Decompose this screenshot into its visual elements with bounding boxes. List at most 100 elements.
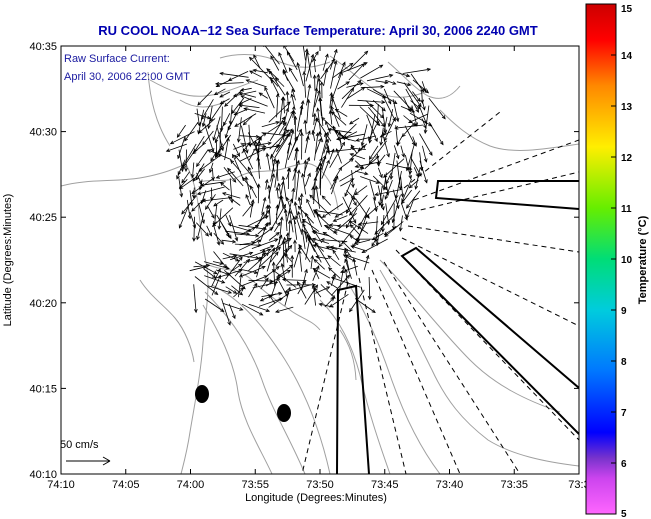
current-vector (384, 179, 393, 200)
current-vector (360, 176, 380, 184)
current-vector (418, 105, 427, 124)
current-vector-head (320, 237, 325, 242)
current-vector-head (378, 201, 382, 207)
current-vector-head (265, 308, 271, 313)
current-vector-head (419, 166, 424, 172)
current-vector-head (332, 125, 337, 130)
current-vector (381, 194, 384, 207)
current-vector (297, 62, 304, 87)
current-vector (205, 194, 216, 210)
current-vector (313, 113, 316, 125)
current-vector (357, 99, 385, 103)
current-vector (266, 247, 275, 272)
current-vector-head (269, 226, 274, 231)
current-vector (204, 275, 225, 284)
current-vector-head (354, 237, 360, 242)
current-vector (369, 114, 376, 143)
current-vector (239, 104, 260, 108)
current-vector (365, 205, 379, 218)
current-vector-head (345, 224, 350, 229)
colorbar-ticks: 15 14 13 12 11 10 9 8 7 6 5 (611, 3, 633, 519)
x-axis-ticks: 74:10 74:05 74:00 73:55 73:50 73:45 73:40 73:35… (47, 46, 590, 491)
current-vector (166, 143, 187, 152)
current-vector-head (290, 129, 295, 134)
current-vector-head (246, 258, 251, 263)
current-vector-head (306, 98, 311, 104)
current-vector (211, 275, 221, 296)
current-vector (352, 221, 368, 248)
current-vector (272, 269, 297, 288)
current-vector (279, 97, 284, 126)
current-vector (313, 57, 316, 73)
current-vector-head (219, 100, 224, 105)
current-vector (211, 187, 213, 201)
current-vector-head (275, 92, 280, 98)
current-vector-head (213, 91, 219, 96)
current-vector-head (349, 234, 354, 239)
current-vector (182, 149, 196, 169)
current-vector (234, 155, 253, 177)
current-vector (376, 104, 379, 124)
current-vector-head (328, 223, 334, 227)
current-vector-head (197, 122, 201, 127)
current-vector (285, 209, 288, 232)
current-vector (397, 135, 403, 145)
current-vector-head (341, 136, 346, 141)
current-vector-head (276, 273, 280, 279)
current-vector-head (219, 182, 225, 187)
current-vector-head (248, 56, 254, 61)
current-vector (313, 244, 334, 251)
current-vector-head (349, 308, 353, 313)
current-vector (241, 125, 248, 153)
current-vector (383, 88, 392, 104)
current-vector-head (380, 84, 385, 89)
current-vector (329, 293, 349, 308)
current-vector-head (357, 225, 362, 230)
current-vector (409, 179, 419, 189)
current-vector (338, 266, 345, 294)
current-vector-head (387, 100, 392, 105)
current-vector-head (224, 102, 229, 107)
current-vector (242, 148, 254, 170)
current-vector (219, 91, 231, 98)
y-tick-label: 40:25 (29, 212, 57, 224)
current-vector-head (261, 211, 265, 216)
current-vector-head (367, 295, 372, 301)
current-vector-head (232, 314, 236, 320)
current-vector (286, 232, 289, 244)
current-vector-head (238, 263, 243, 268)
current-vector-head (331, 294, 336, 299)
current-vector-head (361, 86, 366, 91)
current-vector-head (302, 223, 306, 228)
current-vector (203, 261, 230, 269)
current-vector-head (288, 244, 293, 250)
current-vector-head (275, 266, 280, 270)
current-vector (256, 249, 265, 278)
current-vector-head (297, 249, 302, 255)
current-vector-head (332, 218, 337, 222)
current-vector-head (192, 194, 196, 199)
current-vector (292, 160, 300, 181)
current-vector-head (322, 231, 327, 236)
current-vector-head (408, 119, 413, 123)
current-vector-head (262, 132, 267, 137)
current-vector-head (169, 140, 175, 145)
current-vector-head (293, 239, 297, 244)
current-vector-head (232, 153, 236, 159)
current-vector-head (400, 193, 405, 198)
current-vector (388, 109, 394, 127)
current-vector-head (321, 116, 326, 121)
current-vector-head (333, 229, 338, 234)
current-vector-head (307, 83, 312, 89)
current-vector-head (219, 261, 224, 265)
current-vector (274, 160, 279, 188)
current-vector-head (238, 291, 244, 296)
current-vector-head (245, 79, 250, 83)
current-vector (320, 132, 329, 159)
current-vector (319, 303, 334, 308)
current-vector-head (291, 187, 296, 192)
current-vector-head (250, 199, 255, 204)
current-vector-head (359, 166, 364, 171)
current-vector-head (231, 239, 237, 244)
current-vector (267, 237, 292, 255)
